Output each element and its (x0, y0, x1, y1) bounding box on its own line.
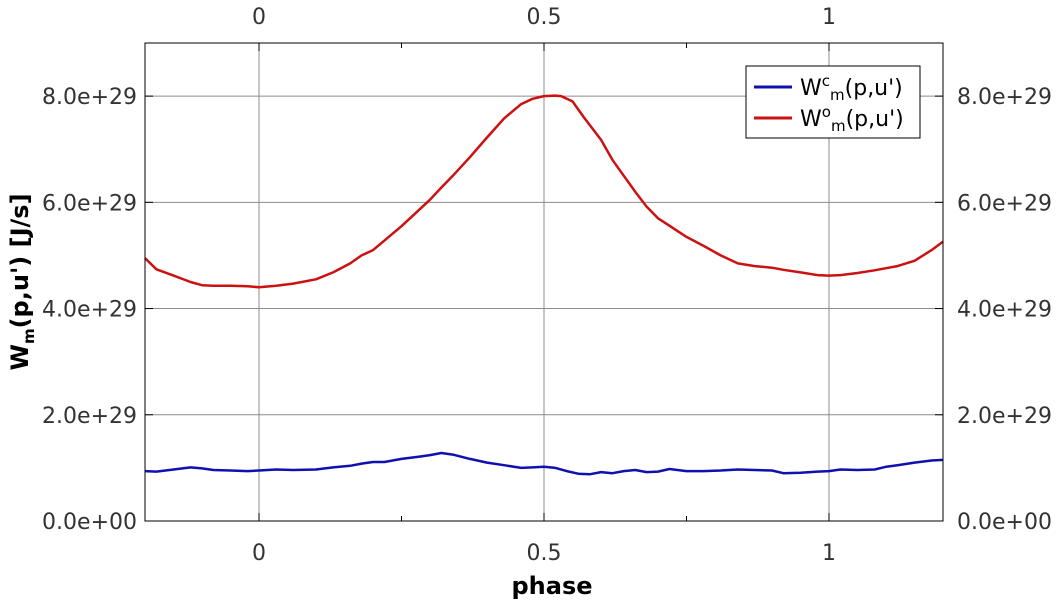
ticks: 0 0 0.5 0.5 1 1 0.0e+00 0.0e+00 2.0e+29 2.0e+29 4.… (42, 5, 1052, 566)
x-tick-label-top: 0 (252, 5, 266, 30)
y-axis-title-sub: m (20, 328, 38, 344)
series-line-1 (144, 451, 944, 476)
x-tick-label-bottom: 0 (252, 541, 266, 566)
series-line-2 (144, 94, 944, 289)
y-tick-label-right: 6.0e+29 (957, 191, 1052, 216)
legend-label-series-1: Wcm(p,u') (800, 72, 903, 104)
y-tick-label-left: 0.0e+00 (42, 510, 137, 535)
y-tick-label-right: 2.0e+29 (957, 404, 1052, 429)
y-tick-label-right: 0.0e+00 (957, 510, 1052, 535)
legend-label-2-base: W (800, 107, 822, 132)
y-tick-label-left: 4.0e+29 (42, 298, 137, 323)
y-axis-title-base: W (6, 344, 34, 370)
legend-label-1-base: W (800, 76, 822, 101)
legend: Wcm(p,u') Wom(p,u') (745, 65, 921, 139)
legend-label-1-sub: m (830, 86, 845, 104)
x-tick-label-top: 1 (822, 5, 836, 30)
y-tick-label-right: 4.0e+29 (957, 298, 1052, 323)
legend-label-2-rest: (p,u') (846, 107, 904, 132)
y-axis-title: Wm(p,u') [J/s] (6, 193, 38, 370)
y-tick-label-left: 8.0e+29 (42, 85, 137, 110)
x-tick-label-bottom: 1 (822, 541, 836, 566)
x-tick-label-top: 0.5 (527, 5, 562, 30)
legend-label-1-rest: (p,u') (845, 76, 903, 101)
legend-box (745, 65, 921, 139)
x-tick-label-bottom: 0.5 (527, 541, 562, 566)
y-axis-title-rest: (p,u') [J/s] (6, 193, 34, 328)
legend-label-1-sup: c (822, 72, 830, 90)
y-tick-label-left: 6.0e+29 (42, 191, 137, 216)
series-layer (144, 94, 944, 476)
y-tick-label-left: 2.0e+29 (42, 404, 137, 429)
x-axis-title: phase (511, 572, 592, 600)
y-tick-label-right: 8.0e+29 (957, 85, 1052, 110)
legend-label-2-sub: m (831, 117, 846, 135)
legend-label-2-sup: o (822, 103, 831, 121)
legend-label-series-2: Wom(p,u') (800, 103, 904, 135)
